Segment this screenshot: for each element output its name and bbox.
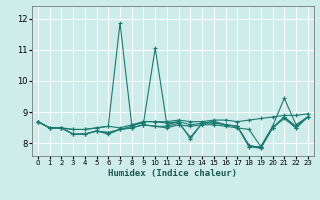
X-axis label: Humidex (Indice chaleur): Humidex (Indice chaleur) <box>108 169 237 178</box>
